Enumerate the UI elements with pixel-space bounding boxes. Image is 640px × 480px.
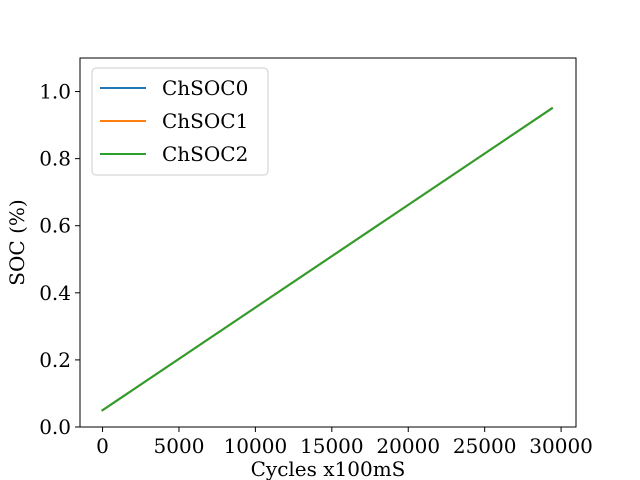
x-tick-label: 30000 xyxy=(529,434,593,458)
x-axis-label: Cycles x100mS xyxy=(251,457,406,480)
x-tick-label: 5000 xyxy=(154,434,205,458)
y-tick-label: 0.0 xyxy=(39,415,71,439)
legend-box xyxy=(91,67,269,176)
y-axis: 0.0 0.2 0.4 0.6 0.8 1.0 xyxy=(39,80,80,439)
legend-label-2: ChSOC2 xyxy=(162,142,248,166)
y-tick-label: 0.6 xyxy=(39,214,71,238)
y-tick-label: 0.2 xyxy=(39,348,71,372)
y-tick-label: 0.4 xyxy=(39,281,71,305)
legend-label-0: ChSOC0 xyxy=(162,76,248,100)
y-tick-label: 0.8 xyxy=(39,147,71,171)
y-axis-label: SOC (%) xyxy=(5,199,29,285)
series-line-2 xyxy=(101,106,554,412)
x-tick-label: 25000 xyxy=(453,434,517,458)
x-tick-label: 10000 xyxy=(224,434,288,458)
legend-label-1: ChSOC1 xyxy=(162,109,248,133)
plot-area xyxy=(101,106,554,412)
x-tick-label: 0 xyxy=(96,434,109,458)
x-tick-label: 15000 xyxy=(300,434,364,458)
x-axis: 0 5000 10000 15000 20000 25000 30000 xyxy=(96,427,593,458)
y-tick-label: 1.0 xyxy=(39,80,71,104)
plot-frame xyxy=(79,57,577,428)
x-tick-label: 20000 xyxy=(376,434,440,458)
legend: ChSOC0 ChSOC1 ChSOC2 xyxy=(91,67,269,176)
